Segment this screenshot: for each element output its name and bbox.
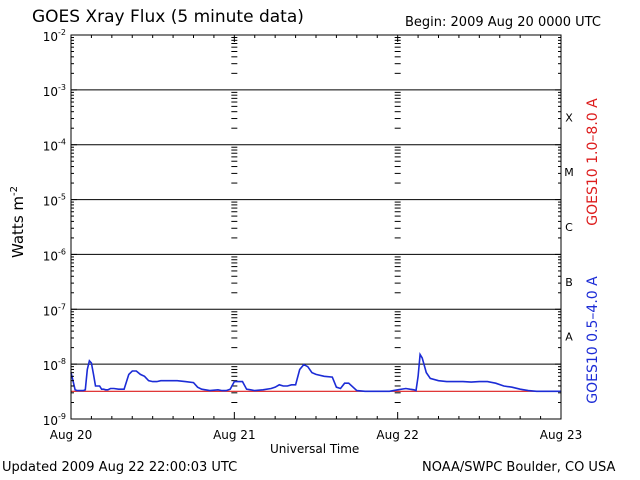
x-tick-label: Aug 23 [540,428,583,442]
class-gridlines [71,89,561,365]
y-tick-label: 10-7 [43,302,66,318]
y-tick-label: 10-2 [43,28,66,44]
x-tick-label: Aug 22 [376,428,419,442]
legend-series-short: GOES10 0.5–4.0 A [585,276,601,404]
chart-title: GOES Xray Flux (5 minute data) [32,7,304,27]
y-tick-label: 10-8 [43,357,66,373]
credit-text: NOAA/SWPC Boulder, CO USA [422,460,616,475]
flare-class-x: X [565,111,573,124]
y-axis-ticks: 10-2 10-3 10-4 10-5 10-6 10-7 10-8 10-9 [43,28,561,428]
flare-class-labels: X M C B A [564,111,574,343]
plot-frame [70,34,562,420]
y-tick-label: 10-6 [43,247,66,263]
x-axis-label: Universal Time [270,442,360,456]
series-line-1 [70,352,561,393]
y-tick-label: 10-4 [43,138,66,154]
x-tick-label: Aug 20 [50,428,93,442]
day-boundary-markers [231,37,401,403]
y-tick-label: 10-9 [43,412,66,428]
flare-class-a: A [565,331,573,344]
legend-series-long: GOES10 1.0–8.0 A [585,98,601,226]
flare-class-b: B [565,276,573,289]
x-tick-label: Aug 21 [213,428,256,442]
flare-class-m: M [564,166,574,179]
y-axis-label: Watts m-2 [9,185,27,259]
flare-class-c: C [565,221,573,234]
y-tick-label: 10-5 [43,193,66,209]
series-lines [70,352,561,393]
y-tick-label: 10-3 [43,83,66,99]
updated-timestamp: Updated 2009 Aug 22 22:00:03 UTC [2,460,238,475]
x-axis-ticks: Aug 20 Aug 21 Aug 22 Aug 23 [50,35,583,442]
begin-time: Begin: 2009 Aug 20 0000 UTC [405,15,601,30]
